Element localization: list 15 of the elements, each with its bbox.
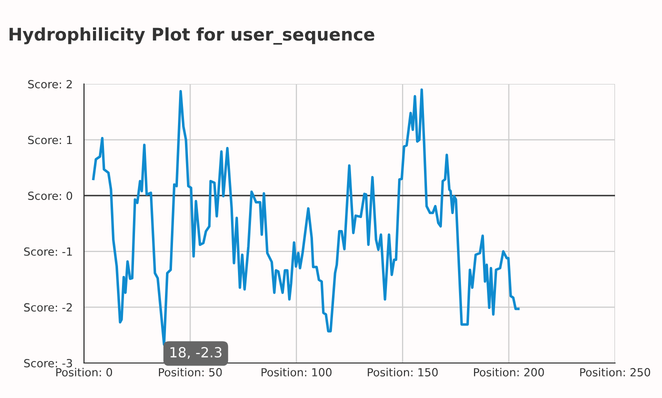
y-tick-label: Score: 1: [28, 136, 72, 144]
x-tick-label: Position: 0: [56, 368, 112, 376]
y-tick-label: Score: -2: [24, 303, 72, 312]
y-tick-label: Score: 2: [28, 80, 72, 88]
x-tick-label: Position: 100: [262, 368, 332, 376]
y-tick-label: Score: -3: [24, 358, 72, 368]
x-tick-label: Position: 250: [580, 368, 650, 376]
x-tick-label: Position: 50: [158, 368, 222, 376]
line-series: [92, 88, 520, 346]
chart-title: Hydrophilicity Plot for user_sequence: [10, 27, 374, 45]
y-tick-label: Score: -1: [24, 247, 72, 256]
y-tick-label: Score: 0: [28, 192, 72, 200]
x-tick-label: Position: 200: [474, 368, 544, 376]
x-tick-label: Position: 150: [368, 368, 438, 376]
annotation: 18, -2.3: [170, 347, 222, 359]
